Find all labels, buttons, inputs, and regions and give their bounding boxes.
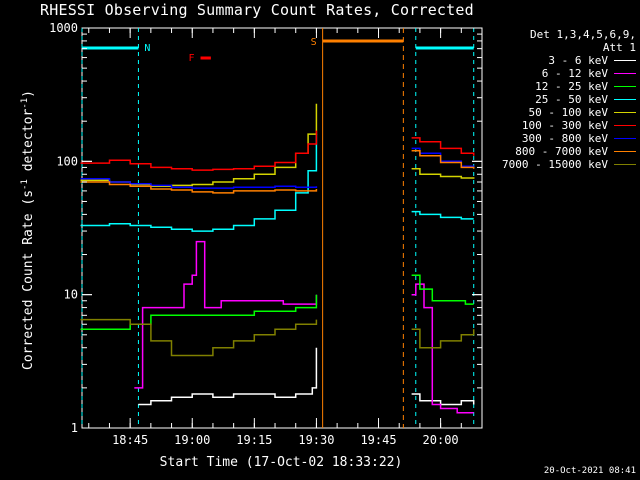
legend-entry: 800 - 7000 keV [486,145,636,158]
y-tick-label: 100 [56,154,78,168]
legend-entry: 25 - 50 keV [486,93,636,106]
series-line [138,347,318,406]
legend-entry-label: 800 - 7000 keV [515,145,608,158]
legend-entry: 7000 - 15000 keV [486,158,636,171]
flag-bars: N S F [81,28,475,428]
night-flag-label: N [144,43,150,54]
series-line [411,283,474,414]
y-axis-label: Corrected Count Rate (s-1 detector-1) [19,90,37,370]
x-tick-label: 19:00 [174,433,210,447]
series-line [80,294,318,331]
series-line [80,103,318,188]
y-tick-label: 1 [71,421,78,435]
series-line [80,181,318,194]
legend-entry-label: 12 - 25 keV [535,80,608,93]
legend-swatch [614,163,636,166]
legend-entry-label: 3 - 6 keV [548,54,608,67]
series-line [411,328,475,349]
series-line [80,318,318,357]
legend-header-detectors: Det 1,3,4,5,6,9, [530,28,636,41]
legend-entry: 3 - 6 keV [486,54,636,67]
series-line [411,274,474,305]
timestamp: 20-Oct-2021 08:41 [543,466,636,476]
series-line [411,210,474,220]
legend: Det 1,3,4,5,6,9, Att 1 3 - 6 keV 6 - 12 k… [486,28,636,171]
legend-swatch [614,111,636,114]
legend-entry-label: 7000 - 15000 keV [502,158,608,171]
series-line [80,130,318,171]
axes: 1 10 100 1000 18:45 19:00 19:15 19:30 19:45 20:00 [49,21,483,447]
legend-swatch [614,124,636,127]
legend-entry-label: 100 - 300 keV [521,119,608,132]
legend-entry-label: 6 - 12 keV [541,67,608,80]
series-line [411,137,475,156]
series-line [80,134,318,232]
legend-entry: 6 - 12 keV [486,67,636,80]
x-tick-label: 20:00 [423,433,459,447]
legend-swatch [614,85,636,88]
flare-flag-label: F [189,53,195,64]
x-tick-label: 19:15 [236,433,272,447]
legend-entry-label: 50 - 100 keV [528,106,608,119]
series-line [80,178,318,189]
legend-swatch [614,59,636,62]
x-tick-label: 19:45 [360,433,396,447]
legend-swatch [614,137,636,140]
series-line [134,240,318,389]
legend-entry: 100 - 300 keV [486,119,636,132]
y-tick-label: 1000 [49,21,78,35]
legend-entry-label: 25 - 50 keV [535,93,608,106]
legend-swatch [614,150,636,153]
legend-swatch [614,72,636,75]
x-axis-label: Start Time (17-Oct-02 18:33:22) [159,455,403,470]
legend-entry: 300 - 800 keV [486,132,636,145]
series-line [411,393,475,406]
legend-entry: 50 - 100 keV [486,106,636,119]
saa-flag-label: S [311,37,317,48]
y-tick-label: 10 [64,288,78,302]
legend-swatch [614,98,636,101]
legend-entry: 12 - 25 keV [486,80,636,93]
legend-entry-label: 300 - 800 keV [521,132,608,145]
x-tick-label: 18:45 [112,433,148,447]
series-lines [80,103,475,414]
legend-header-attenuator: Att 1 [602,41,636,54]
series-line [411,150,475,169]
chart-title: RHESSI Observing Summary Count Rates, Co… [40,1,474,19]
series-line [411,167,475,179]
series-line [411,147,475,168]
x-tick-label: 19:30 [298,433,334,447]
